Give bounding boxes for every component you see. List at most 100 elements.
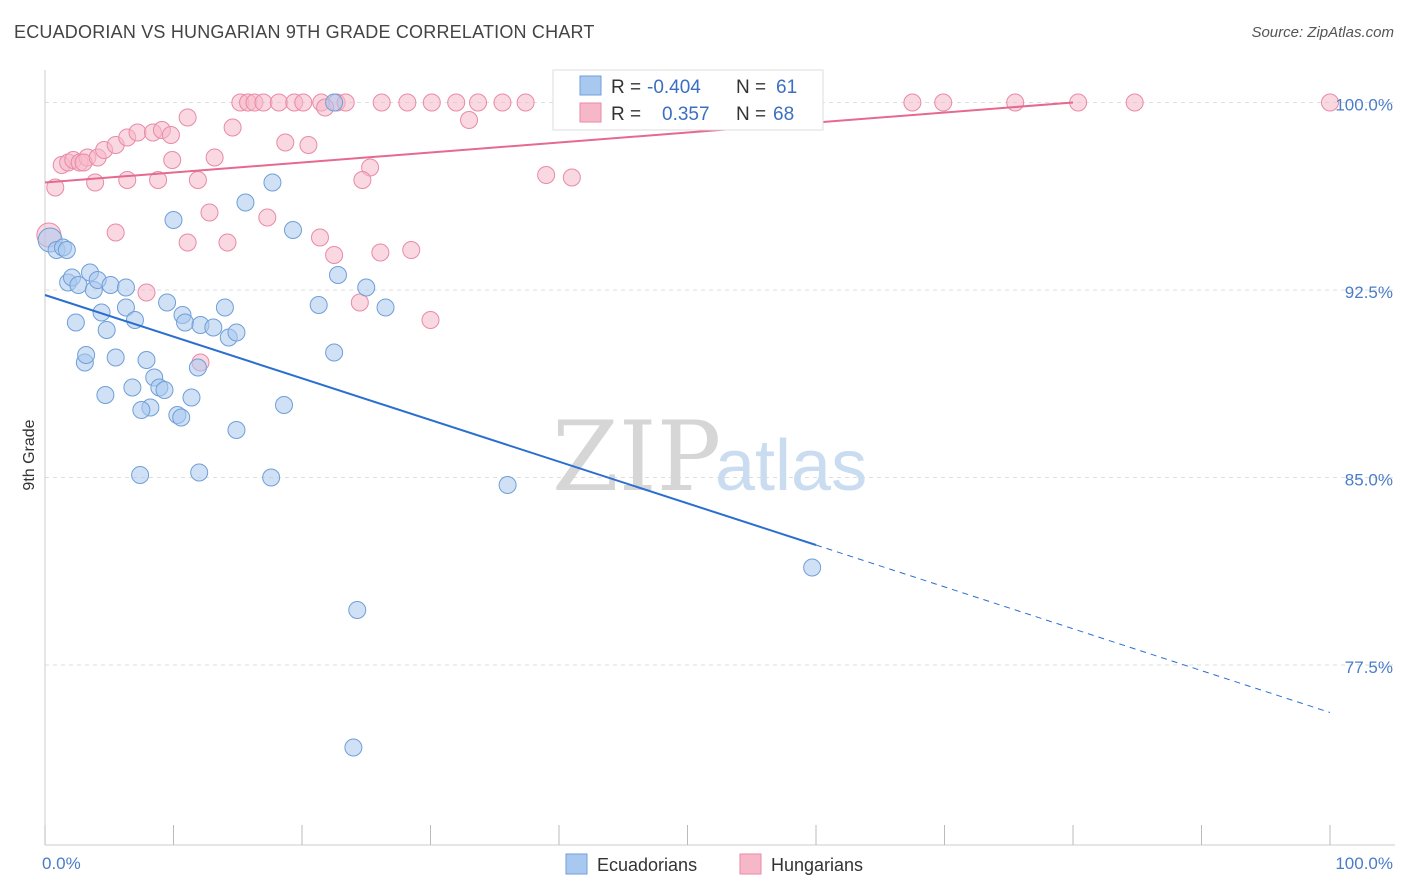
ecuadorian-point <box>77 346 96 364</box>
hungarian-point <box>537 166 556 184</box>
ecuadorian-point <box>204 318 223 337</box>
watermark-atlas: atlas <box>715 426 867 506</box>
ecuadorian-point <box>176 313 195 332</box>
hungarian-point <box>350 293 369 312</box>
source-credit: Source: ZipAtlas.com <box>1251 24 1394 41</box>
hungarian-point <box>137 283 156 302</box>
x-tick-labels: 0.0% 100.0% <box>42 854 1393 873</box>
hungarian-point <box>1321 93 1339 112</box>
bottom-legend-swatch-blue <box>565 853 588 875</box>
bottom-legend-swatch-pink <box>739 853 762 875</box>
ecuadorian-point <box>275 396 294 414</box>
hungarian-point <box>371 243 390 262</box>
ecuadorian-point <box>227 323 246 342</box>
hungarian-point <box>254 93 273 112</box>
ecuadorian-point <box>262 468 281 487</box>
ecuadorian-point <box>158 293 177 312</box>
hungarian-point <box>218 233 237 252</box>
x-tick-label: 0.0% <box>42 854 81 873</box>
hungarian-point <box>200 203 219 222</box>
legend-swatch-pink <box>579 102 602 123</box>
ecuadorian-point <box>309 296 328 314</box>
ecuadorian-point <box>57 241 76 259</box>
ecuadorian-point <box>132 401 151 419</box>
legend-r-value-pink: 0.357 <box>662 104 710 125</box>
ecuadorian-point <box>263 173 282 192</box>
ecuadorians-points <box>37 93 822 757</box>
ecuadorian-point <box>164 211 183 229</box>
ecuadorian-point <box>101 276 120 294</box>
hungarian-point <box>149 171 168 189</box>
ecuadorian-point <box>116 278 135 297</box>
hungarian-point <box>460 111 479 129</box>
hungarian-point <box>398 93 417 112</box>
hungarian-point <box>299 136 318 154</box>
y-tick-label: 77.5% <box>1345 658 1393 677</box>
grid-lines <box>45 102 1395 666</box>
ecuadorian-point <box>125 311 144 329</box>
legend-n-label-pink: N = <box>736 104 766 125</box>
hungarian-point <box>269 93 288 112</box>
ecuadorian-point <box>357 278 376 297</box>
hungarian-point <box>178 108 197 127</box>
hungarian-point <box>188 171 207 189</box>
ecuadorian-point <box>106 348 125 367</box>
hungarian-point <box>421 311 440 329</box>
trend-lines <box>44 101 1331 713</box>
hungarian-point <box>325 246 344 264</box>
ecuadorian-point <box>137 351 156 369</box>
hungarian-point <box>106 223 125 242</box>
x-tick-label: 100.0% <box>1335 854 1393 873</box>
ecuadorian-point <box>123 378 142 397</box>
legend-n-value-pink: 68 <box>773 104 794 125</box>
ecuadorian-point <box>284 221 303 239</box>
ecuadorian-point <box>227 421 246 439</box>
hungarian-point <box>128 123 147 142</box>
hungarian-point <box>516 93 535 112</box>
ecuadorian-point <box>328 266 347 284</box>
ecuadorian-point <box>96 386 115 404</box>
hungarian-point <box>205 148 224 167</box>
hungarian-point <box>178 233 197 252</box>
hungarian-point <box>903 93 922 112</box>
hungarian-point <box>469 93 488 112</box>
y-tick-label: 100.0% <box>1335 96 1393 115</box>
ecuadorian-point <box>325 93 344 112</box>
hungarian-point <box>86 173 105 192</box>
hungarians-trend-line <box>44 101 1074 184</box>
legend-n-label-blue: N = <box>736 77 766 98</box>
bottom-legend-label-ecuadorians: Ecuadorians <box>597 855 697 875</box>
hungarian-point <box>276 133 295 152</box>
y-tick-label: 92.5% <box>1345 283 1393 302</box>
ecuadorian-point <box>182 388 201 407</box>
hungarian-point <box>310 228 329 247</box>
chart-title: ECUADORIAN VS HUNGARIAN 9TH GRADE CORREL… <box>14 22 595 42</box>
hungarian-point <box>161 126 180 144</box>
ecuadorian-point <box>344 738 363 757</box>
hungarian-point <box>258 208 277 227</box>
legend-r-label-pink: R = <box>611 104 641 125</box>
axes <box>44 70 1395 846</box>
y-tick-labels: 100.0% 92.5% 85.0% 77.5% <box>1335 96 1393 678</box>
ecuadorian-point <box>236 193 255 212</box>
hungarian-point <box>562 168 581 187</box>
ecuadorian-point <box>155 381 174 399</box>
legend-r-label-blue: R = <box>611 77 641 98</box>
hungarian-point <box>46 178 65 197</box>
ecuadorian-point <box>66 313 85 332</box>
hungarian-point <box>372 93 391 112</box>
ecuadorian-point <box>498 476 517 494</box>
ecuadorian-point <box>325 343 344 362</box>
series-legend: Ecuadorians Hungarians <box>565 853 863 875</box>
watermark-zip: ZIP <box>552 401 721 513</box>
hungarian-point <box>447 93 466 112</box>
ecuadorian-point <box>131 466 150 484</box>
ecuadorian-point <box>97 321 116 339</box>
ecuadorian-point <box>803 558 822 577</box>
legend-n-value-blue: 61 <box>776 77 797 98</box>
ecuadorian-point <box>348 601 367 619</box>
watermark: ZIP atlas <box>552 401 867 513</box>
ecuadorian-point <box>215 298 234 317</box>
hungarian-point <box>422 93 441 112</box>
